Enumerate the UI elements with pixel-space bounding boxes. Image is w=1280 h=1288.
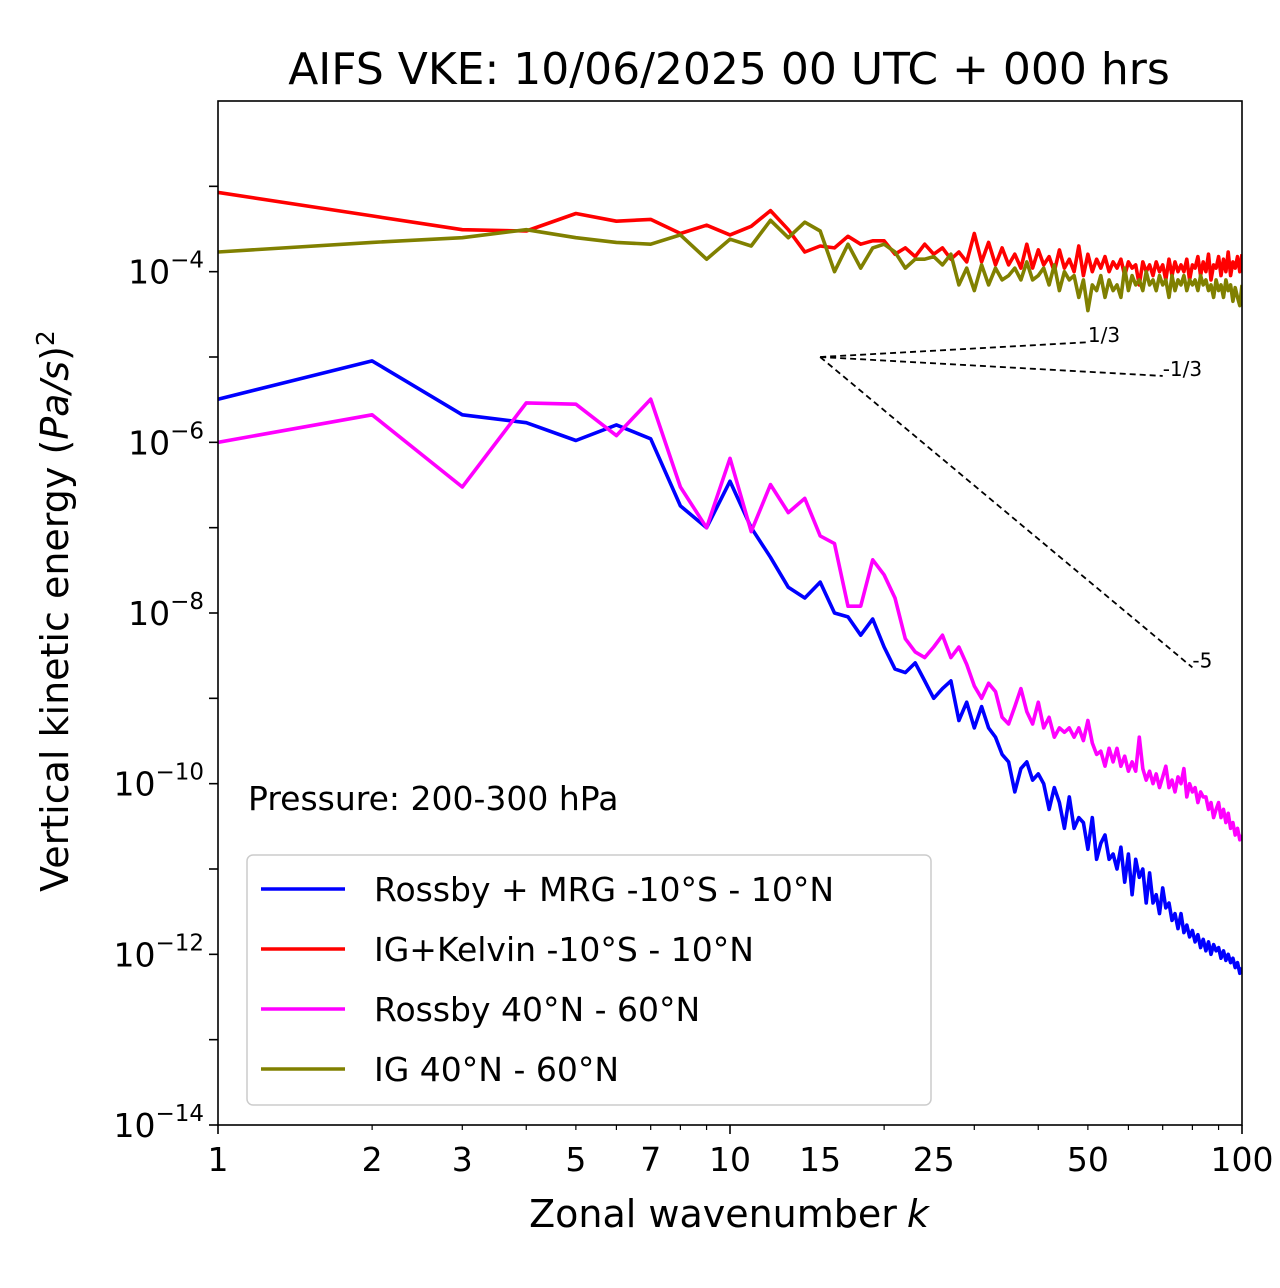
x-axis-ticks: 1 2 3 5 7 10 15 25 50 100 <box>208 1125 1274 1179</box>
reference-line-label-1: 1/3 <box>1088 323 1120 347</box>
y-tick-label: 10−6 <box>128 418 204 462</box>
y-tick-base: 10 <box>113 765 155 804</box>
x-tick-label: 3 <box>452 1140 473 1179</box>
y-tick-label: 10−14 <box>113 1101 204 1145</box>
y-tick-exponent: −14 <box>155 1101 204 1127</box>
y-tick-exponent: −10 <box>155 760 204 786</box>
y-axis-title-var: Pa/s <box>33 361 77 440</box>
series-line-1 <box>218 359 1242 976</box>
x-tick-label: 10 <box>709 1140 751 1179</box>
series-layer <box>218 190 1242 976</box>
y-tick-exponent: −8 <box>170 589 204 615</box>
reference-line-2 <box>820 356 1163 377</box>
y-tick-base: 10 <box>128 423 170 462</box>
x-tick-label: 15 <box>799 1140 841 1179</box>
series-line-3 <box>218 397 1242 842</box>
y-tick-base: 10 <box>113 1106 155 1145</box>
legend-box <box>246 854 932 1106</box>
chart-title: AIFS VKE: 10/06/2025 00 UTC + 000 hrs <box>288 44 1170 95</box>
y-tick-label: 10−10 <box>113 760 204 804</box>
y-axis-title: Vertical kinetic energy (Pa/s)2 <box>31 330 77 892</box>
x-tick-label: 2 <box>362 1140 383 1179</box>
y-tick-label: 10−12 <box>113 930 204 974</box>
y-tick-label: 10−8 <box>128 589 204 633</box>
x-tick-label: 100 <box>1211 1140 1274 1179</box>
series-line-4 <box>218 218 1242 313</box>
x-tick-label: 7 <box>640 1140 661 1179</box>
reference-line-label-3: -5 <box>1192 648 1212 672</box>
x-tick-label: 25 <box>913 1140 955 1179</box>
y-tick-label: 10−4 <box>128 248 204 292</box>
y-tick-exponent: −12 <box>155 930 204 956</box>
legend-label-4: IG 40°N - 60°N <box>374 1050 619 1089</box>
y-tick-base: 10 <box>128 253 170 292</box>
series-line-2 <box>218 190 1242 287</box>
y-axis-title-text: Vertical kinetic energy ( <box>33 440 77 892</box>
y-tick-exponent: −4 <box>170 248 204 274</box>
x-axis-title-var: k <box>907 1192 931 1236</box>
y-tick-base: 10 <box>113 935 155 974</box>
x-axis-title-text: Zonal wavenumber <box>529 1192 897 1236</box>
legend-label-3: Rossby 40°N - 60°N <box>374 990 700 1029</box>
pressure-annotation: Pressure: 200-300 hPa <box>248 779 618 818</box>
legend-label-1: Rossby + MRG -10°S - 10°N <box>374 870 834 909</box>
x-axis-title: Zonal wavenumber k <box>529 1192 931 1236</box>
y-axis-title-exp: 2 <box>31 330 60 346</box>
x-tick-label: 50 <box>1067 1140 1109 1179</box>
reference-lines: 1/3 -1/3 -5 <box>819 323 1212 672</box>
reference-line-1 <box>820 341 1088 358</box>
y-tick-exponent: −6 <box>170 418 204 444</box>
y-tick-base: 10 <box>128 594 170 633</box>
legend-label-2: IG+Kelvin -10°S - 10°N <box>374 930 754 969</box>
x-tick-label: 1 <box>208 1140 229 1179</box>
reference-line-label-2: -1/3 <box>1163 357 1202 381</box>
reference-line-3 <box>819 356 1193 669</box>
x-tick-label: 5 <box>565 1140 586 1179</box>
y-axis-title-close: ) <box>33 346 77 361</box>
legend: Rossby + MRG -10°S - 10°N IG+Kelvin -10°S… <box>246 854 932 1106</box>
